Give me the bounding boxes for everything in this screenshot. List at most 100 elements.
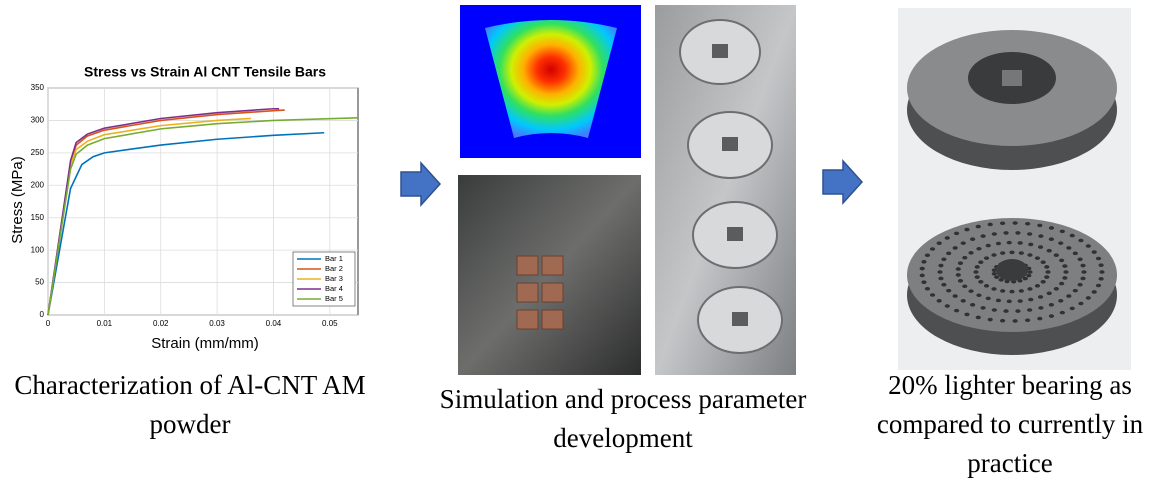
hole — [938, 277, 943, 281]
hole — [996, 299, 1001, 303]
hole — [973, 270, 978, 274]
hole — [953, 246, 958, 250]
hole — [961, 241, 966, 245]
hole — [1026, 274, 1031, 278]
hole — [1013, 221, 1018, 225]
hole — [1044, 265, 1049, 269]
hole — [1077, 257, 1082, 261]
hole — [1015, 309, 1020, 313]
y-tick-label: 50 — [35, 278, 44, 287]
hole — [978, 280, 983, 284]
hole — [961, 299, 966, 303]
y-tick-label: 250 — [31, 148, 45, 157]
y-tick-label: 300 — [31, 116, 45, 125]
chart-title: Stress vs Strain Al CNT Tensile Bars — [84, 64, 326, 80]
hole — [1077, 283, 1082, 287]
hole — [930, 293, 935, 297]
hole — [1058, 241, 1063, 245]
hole — [1049, 303, 1054, 307]
hole — [976, 293, 981, 297]
hole — [937, 299, 942, 303]
hole — [1070, 234, 1075, 238]
hole — [1054, 253, 1059, 257]
hole — [1080, 277, 1085, 281]
hole — [946, 252, 951, 256]
hole — [1038, 295, 1043, 299]
hole — [1099, 263, 1104, 267]
y-tick-label: 350 — [31, 83, 45, 92]
x-tick-label: 0.03 — [209, 319, 225, 328]
hole — [1059, 259, 1064, 263]
caption: 20% lighter bearing as compared to curre… — [845, 366, 1165, 483]
hole — [1092, 250, 1097, 254]
x-axis-label: Strain (mm/mm) — [151, 335, 259, 352]
hole — [964, 228, 969, 232]
hole — [958, 261, 963, 265]
hole — [975, 275, 980, 279]
hole — [1080, 264, 1085, 268]
hole — [992, 232, 997, 236]
caption: Characterization of Al-CNT AM powder — [0, 366, 402, 444]
hole — [1059, 282, 1064, 286]
legend-label: Bar 2 — [325, 264, 343, 273]
hole — [941, 283, 946, 287]
hole — [938, 264, 943, 268]
hole — [1066, 246, 1071, 250]
hole — [1015, 231, 1020, 235]
hole — [1041, 260, 1046, 264]
hole — [986, 297, 991, 301]
y-tick-label: 100 — [31, 245, 45, 254]
hole — [988, 223, 993, 227]
hole — [975, 265, 980, 269]
hole — [1078, 239, 1083, 243]
y-tick-label: 150 — [31, 213, 45, 222]
hole — [1044, 275, 1049, 279]
hole — [1078, 302, 1083, 306]
hole — [970, 303, 975, 307]
hole — [958, 279, 963, 283]
hole — [1035, 256, 1040, 260]
hole — [976, 247, 981, 251]
caption: Simulation and process parameter develop… — [438, 380, 808, 458]
hole — [986, 244, 991, 248]
hole — [1099, 270, 1104, 274]
x-tick-label: 0 — [46, 319, 51, 328]
hole — [980, 306, 985, 310]
hole — [945, 236, 950, 240]
hole — [1047, 249, 1052, 253]
hole — [1054, 287, 1059, 291]
hole — [991, 253, 996, 257]
hole — [937, 270, 942, 274]
hole — [1028, 243, 1033, 247]
hole — [1027, 253, 1032, 257]
hole — [976, 316, 981, 320]
hole — [1099, 277, 1104, 281]
legend-label: Bar 1 — [325, 254, 343, 263]
hole — [1019, 289, 1024, 293]
bearing-photo — [898, 8, 1131, 370]
hole — [925, 287, 930, 291]
hole — [1060, 230, 1065, 234]
hole — [1081, 270, 1086, 274]
hole — [1096, 257, 1101, 261]
hole — [954, 309, 959, 313]
hole — [1038, 234, 1043, 238]
legend-label: Bar 4 — [325, 284, 343, 293]
hole — [1086, 244, 1091, 248]
hole — [1073, 252, 1078, 256]
hole — [1000, 221, 1005, 225]
hole — [925, 253, 930, 257]
hole — [1073, 289, 1078, 293]
hole — [1013, 319, 1018, 323]
hole — [1025, 222, 1030, 226]
hole — [1058, 299, 1063, 303]
hole — [920, 267, 925, 271]
hole — [992, 308, 997, 312]
hole — [1035, 284, 1040, 288]
x-tick-label: 0.05 — [322, 319, 338, 328]
hole — [1009, 251, 1014, 255]
y-tick-label: 200 — [31, 180, 45, 189]
hole — [946, 289, 951, 293]
x-tick-label: 0.02 — [153, 319, 169, 328]
hole — [978, 260, 983, 264]
